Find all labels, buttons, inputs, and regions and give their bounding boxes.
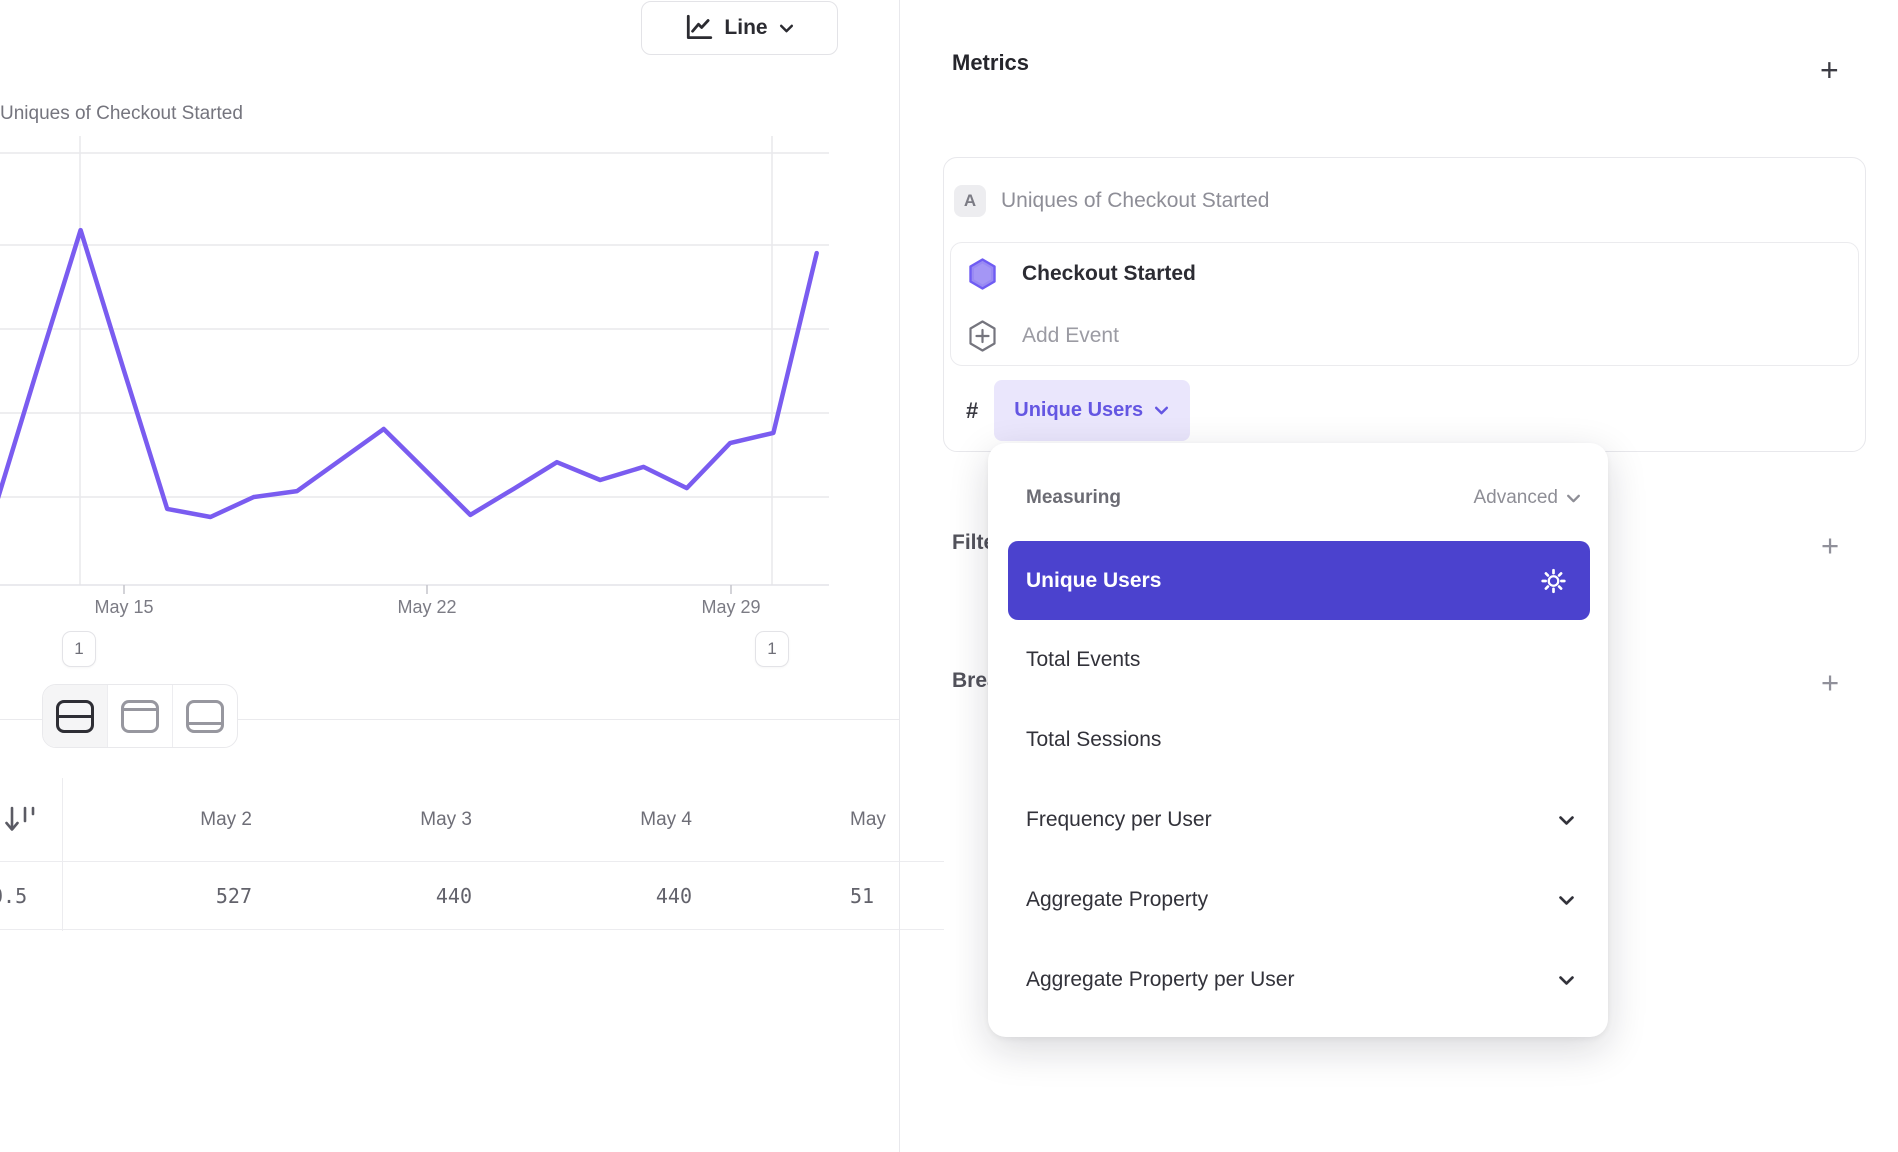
chevron-down-icon: [1557, 811, 1576, 830]
hexagon-plus-icon: [969, 320, 996, 352]
measuring-dropdown: Measuring Advanced Unique Users: [988, 443, 1608, 1037]
annotation-badge[interactable]: 1: [62, 631, 96, 667]
dropdown-header: Measuring Advanced: [1026, 479, 1582, 517]
x-tick-label: May 29: [701, 597, 761, 617]
event-row[interactable]: Checkout Started: [951, 243, 1858, 305]
metric-letter-badge: A: [954, 185, 986, 217]
menu-item-total-sessions[interactable]: Total Sessions: [1026, 728, 1162, 751]
aggregation-row: # Unique Users: [966, 380, 1191, 441]
layout-split-view-button[interactable]: [43, 685, 107, 747]
axis-ticks: [123, 585, 732, 594]
sort-descending-icon: [5, 806, 35, 831]
add-filter-button[interactable]: +: [1821, 528, 1840, 563]
advanced-toggle[interactable]: Advanced: [1473, 487, 1582, 509]
chevron-down-icon: [778, 20, 795, 37]
column-header[interactable]: May 4: [640, 808, 692, 830]
panel-divider: [899, 0, 900, 1152]
measuring-label: Measuring: [1026, 487, 1122, 508]
menu-item-total-events[interactable]: Total Events: [1026, 648, 1141, 671]
results-table: May 2 May 3 May 4 May 0.5 527 440 440 51: [0, 778, 944, 930]
column-header[interactable]: May: [850, 808, 886, 830]
metrics-section-title: Metrics: [952, 50, 1030, 75]
split-layout-icon: [56, 699, 94, 733]
chart-type-selector[interactable]: Line: [641, 1, 838, 55]
add-event-row[interactable]: Add Event: [951, 305, 1858, 367]
menu-item-aggregate-property-per-user[interactable]: Aggregate Property per User: [988, 940, 1608, 1020]
section-divider: [0, 719, 900, 720]
chart-title: Uniques of Checkout Started: [0, 103, 243, 124]
table-cell: 440: [655, 883, 692, 908]
chevron-down-icon: [1565, 490, 1582, 507]
menu-item-aggregate-property[interactable]: Aggregate Property: [988, 860, 1608, 940]
gridlines: [0, 152, 829, 498]
line-chart[interactable]: [0, 128, 830, 594]
menu-items: Total Events Total Sessions Frequency pe…: [988, 620, 1608, 1020]
table-row[interactable]: 0.5 527 440 440 51: [0, 862, 944, 930]
line-chart-icon: [684, 13, 714, 43]
add-breakdown-button[interactable]: +: [1821, 665, 1840, 700]
menu-item-frequency-per-user[interactable]: Frequency per User: [988, 780, 1608, 860]
aggregation-value: Unique Users: [1014, 399, 1144, 421]
top-layout-icon: [121, 699, 159, 733]
event-list: Checkout Started Add Event: [950, 242, 1859, 366]
gear-icon[interactable]: [1540, 567, 1567, 594]
table-cell: 440: [435, 883, 472, 908]
table-header-row: May 2 May 3 May 4 May: [0, 778, 944, 862]
table-cell: 527: [215, 883, 252, 908]
series-line: [0, 227, 819, 520]
metric-name[interactable]: Uniques of Checkout Started: [1001, 189, 1270, 212]
table-cell: 51: [850, 883, 875, 908]
chart-type-label: Line: [724, 16, 768, 39]
selected-item-label: Unique Users: [1026, 568, 1162, 592]
hexagon-icon: [969, 258, 996, 290]
layout-toggle-group: [42, 684, 238, 748]
bottom-layout-icon: [186, 699, 224, 733]
layout-table-view-button[interactable]: [172, 685, 237, 747]
table-column-divider: [62, 778, 63, 931]
aggregation-selector[interactable]: Unique Users: [994, 380, 1191, 441]
number-type-icon: #: [966, 397, 979, 423]
add-metric-button[interactable]: +: [1820, 52, 1839, 88]
sort-column-header[interactable]: [0, 778, 62, 861]
event-name: Checkout Started: [1022, 262, 1196, 285]
annotation-badge[interactable]: 1: [755, 631, 789, 667]
x-tick-label: May 22: [397, 597, 457, 617]
metric-card: A Uniques of Checkout Started Checkout S…: [943, 157, 1866, 452]
menu-item-unique-users-selected[interactable]: Unique Users: [1008, 541, 1590, 620]
chevron-down-icon: [1557, 971, 1576, 990]
chevron-down-icon: [1557, 891, 1576, 910]
layout-chart-view-button[interactable]: [107, 685, 172, 747]
chevron-down-icon: [1153, 402, 1170, 419]
annotation-lines: [79, 136, 773, 585]
advanced-label: Advanced: [1473, 487, 1558, 508]
column-header[interactable]: May 2: [200, 808, 252, 830]
column-header[interactable]: May 3: [420, 808, 472, 830]
add-event-label: Add Event: [1022, 324, 1119, 347]
row-label-clipped: 0.5: [0, 883, 28, 908]
x-tick-label: May 15: [94, 597, 154, 617]
